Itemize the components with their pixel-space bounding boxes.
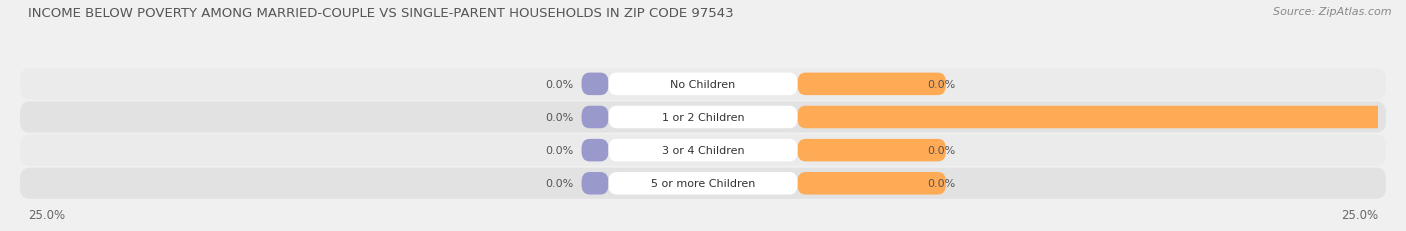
- Legend: Married Couples, Single Parents: Married Couples, Single Parents: [574, 228, 832, 231]
- FancyBboxPatch shape: [609, 172, 797, 195]
- FancyBboxPatch shape: [797, 139, 946, 162]
- FancyBboxPatch shape: [609, 73, 797, 96]
- Text: 0.0%: 0.0%: [546, 79, 574, 89]
- Text: 0.0%: 0.0%: [927, 146, 955, 155]
- Text: 25.0%: 25.0%: [1341, 208, 1378, 221]
- FancyBboxPatch shape: [797, 172, 946, 195]
- FancyBboxPatch shape: [582, 73, 609, 96]
- FancyBboxPatch shape: [582, 139, 609, 162]
- Text: 3 or 4 Children: 3 or 4 Children: [662, 146, 744, 155]
- Text: 25.0%: 25.0%: [28, 208, 65, 221]
- FancyBboxPatch shape: [797, 73, 946, 96]
- FancyBboxPatch shape: [20, 102, 1386, 133]
- Text: 0.0%: 0.0%: [546, 146, 574, 155]
- Text: 0.0%: 0.0%: [927, 79, 955, 89]
- Text: 0.0%: 0.0%: [546, 179, 574, 188]
- Text: 5 or more Children: 5 or more Children: [651, 179, 755, 188]
- Text: Source: ZipAtlas.com: Source: ZipAtlas.com: [1274, 7, 1392, 17]
- FancyBboxPatch shape: [609, 106, 797, 129]
- FancyBboxPatch shape: [797, 106, 1406, 129]
- FancyBboxPatch shape: [609, 139, 797, 162]
- Text: No Children: No Children: [671, 79, 735, 89]
- Text: 0.0%: 0.0%: [927, 179, 955, 188]
- FancyBboxPatch shape: [20, 135, 1386, 166]
- FancyBboxPatch shape: [20, 168, 1386, 199]
- FancyBboxPatch shape: [582, 106, 609, 129]
- Text: 1 or 2 Children: 1 or 2 Children: [662, 112, 744, 122]
- FancyBboxPatch shape: [582, 172, 609, 195]
- FancyBboxPatch shape: [20, 69, 1386, 100]
- Text: INCOME BELOW POVERTY AMONG MARRIED-COUPLE VS SINGLE-PARENT HOUSEHOLDS IN ZIP COD: INCOME BELOW POVERTY AMONG MARRIED-COUPL…: [28, 7, 734, 20]
- Text: 0.0%: 0.0%: [546, 112, 574, 122]
